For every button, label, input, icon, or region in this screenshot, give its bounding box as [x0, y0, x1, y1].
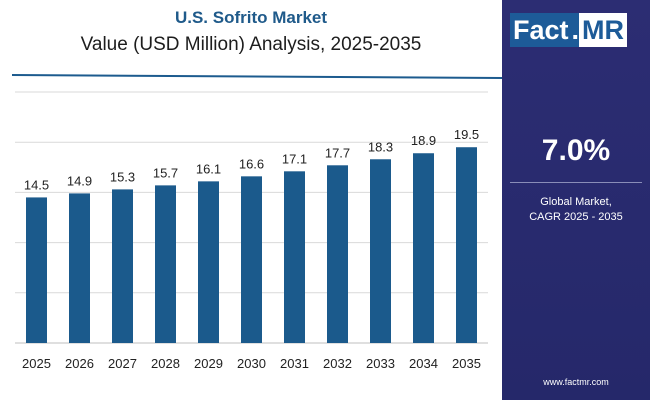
x-tick-label: 2034	[409, 356, 438, 371]
cagr-label: Global Market, CAGR 2025 - 2035	[502, 195, 650, 225]
bar	[112, 189, 133, 343]
chart-area: U.S. Sofrito Market Value (USD Million) …	[11, 8, 502, 371]
bar-chart: 14.5 2025 14.9 2026 15.3 2027 15.7 2028 16.1 2029…	[15, 91, 488, 371]
data-label: 19.5	[454, 127, 479, 142]
cagr-label-line1: Global Market,	[540, 196, 612, 208]
data-label: 18.9	[411, 133, 436, 148]
cagr-divider	[510, 182, 642, 183]
x-tick-label: 2035	[452, 356, 481, 371]
chart-subtitle: Value (USD Million) Analysis, 2025-2035	[80, 34, 422, 55]
bar	[198, 181, 219, 343]
bar	[370, 159, 391, 343]
bar	[26, 197, 47, 343]
logo-mr-text: MR	[579, 13, 628, 47]
chart-title: U.S. Sofrito Market	[174, 8, 328, 27]
bar	[413, 153, 434, 343]
x-tick-label: 2028	[151, 356, 180, 371]
logo-dot: .	[571, 13, 580, 47]
x-tick-label: 2032	[323, 356, 352, 371]
x-tick-label: 2033	[366, 356, 395, 371]
x-tick-label: 2027	[108, 356, 137, 371]
bar	[327, 165, 348, 343]
x-tick-label: 2030	[237, 356, 266, 371]
data-label: 14.9	[67, 173, 92, 188]
cagr-value: 7.0%	[541, 134, 611, 167]
data-label: 17.1	[282, 151, 307, 166]
bar	[155, 185, 176, 343]
data-label: 18.3	[368, 139, 393, 154]
factmr-logo: Fact. MR	[510, 13, 642, 47]
data-label: 15.7	[153, 165, 178, 180]
x-tick-label: 2029	[194, 356, 223, 371]
data-label: 15.3	[110, 169, 135, 184]
x-tick-label: 2025	[22, 356, 51, 371]
bar	[69, 193, 90, 343]
x-tick-label: 2031	[280, 356, 309, 371]
data-label: 16.6	[239, 156, 264, 171]
bar	[456, 147, 477, 343]
summary-panel: Fact. MR 7.0% Global Market, CAGR 2025 - …	[502, 0, 650, 400]
bar	[284, 171, 305, 343]
bar	[241, 176, 262, 343]
x-tick-label: 2026	[65, 356, 94, 371]
website-url[interactable]: www.factmr.com	[543, 377, 609, 387]
cagr-label-line2: CAGR 2025 - 2035	[529, 211, 623, 223]
data-label: 16.1	[196, 161, 221, 176]
data-label: 14.5	[24, 177, 49, 192]
logo-fact-text: Fact	[510, 13, 572, 47]
data-label: 17.7	[325, 145, 350, 160]
